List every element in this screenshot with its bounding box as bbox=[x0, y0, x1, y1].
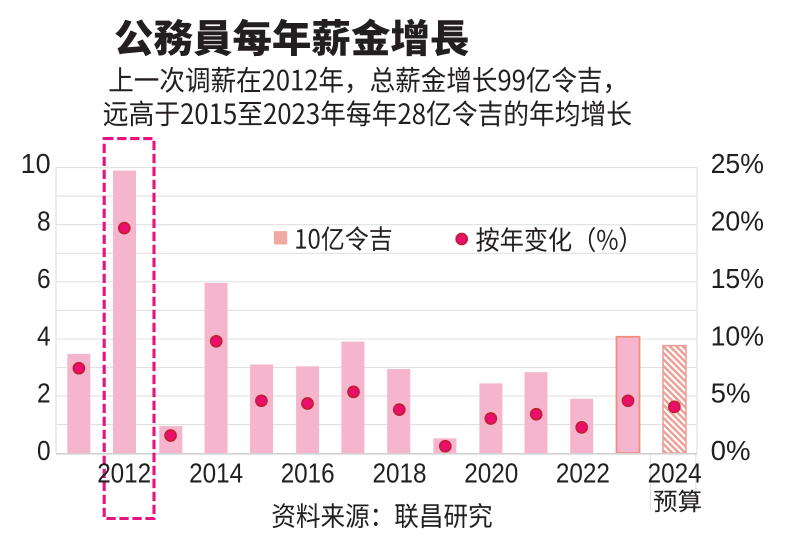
svg-text:2018: 2018 bbox=[373, 457, 427, 488]
svg-text:2014: 2014 bbox=[189, 457, 243, 488]
svg-text:2: 2 bbox=[37, 378, 51, 409]
svg-text:2016: 2016 bbox=[281, 457, 335, 488]
svg-text:4: 4 bbox=[37, 320, 51, 351]
svg-text:10%: 10% bbox=[711, 320, 764, 351]
svg-text:6: 6 bbox=[37, 263, 51, 294]
svg-text:0%: 0% bbox=[711, 435, 751, 466]
svg-text:15%: 15% bbox=[711, 263, 764, 294]
svg-text:5%: 5% bbox=[711, 378, 751, 409]
svg-text:8: 8 bbox=[37, 206, 51, 237]
svg-text:25%: 25% bbox=[711, 148, 764, 179]
svg-text:2022: 2022 bbox=[556, 457, 610, 488]
svg-text:2024: 2024 bbox=[648, 457, 702, 488]
svg-text:20%: 20% bbox=[711, 206, 764, 237]
svg-text:0: 0 bbox=[37, 435, 51, 466]
svg-text:10: 10 bbox=[21, 148, 51, 179]
svg-text:2020: 2020 bbox=[464, 457, 518, 488]
svg-text:2012: 2012 bbox=[97, 457, 151, 488]
